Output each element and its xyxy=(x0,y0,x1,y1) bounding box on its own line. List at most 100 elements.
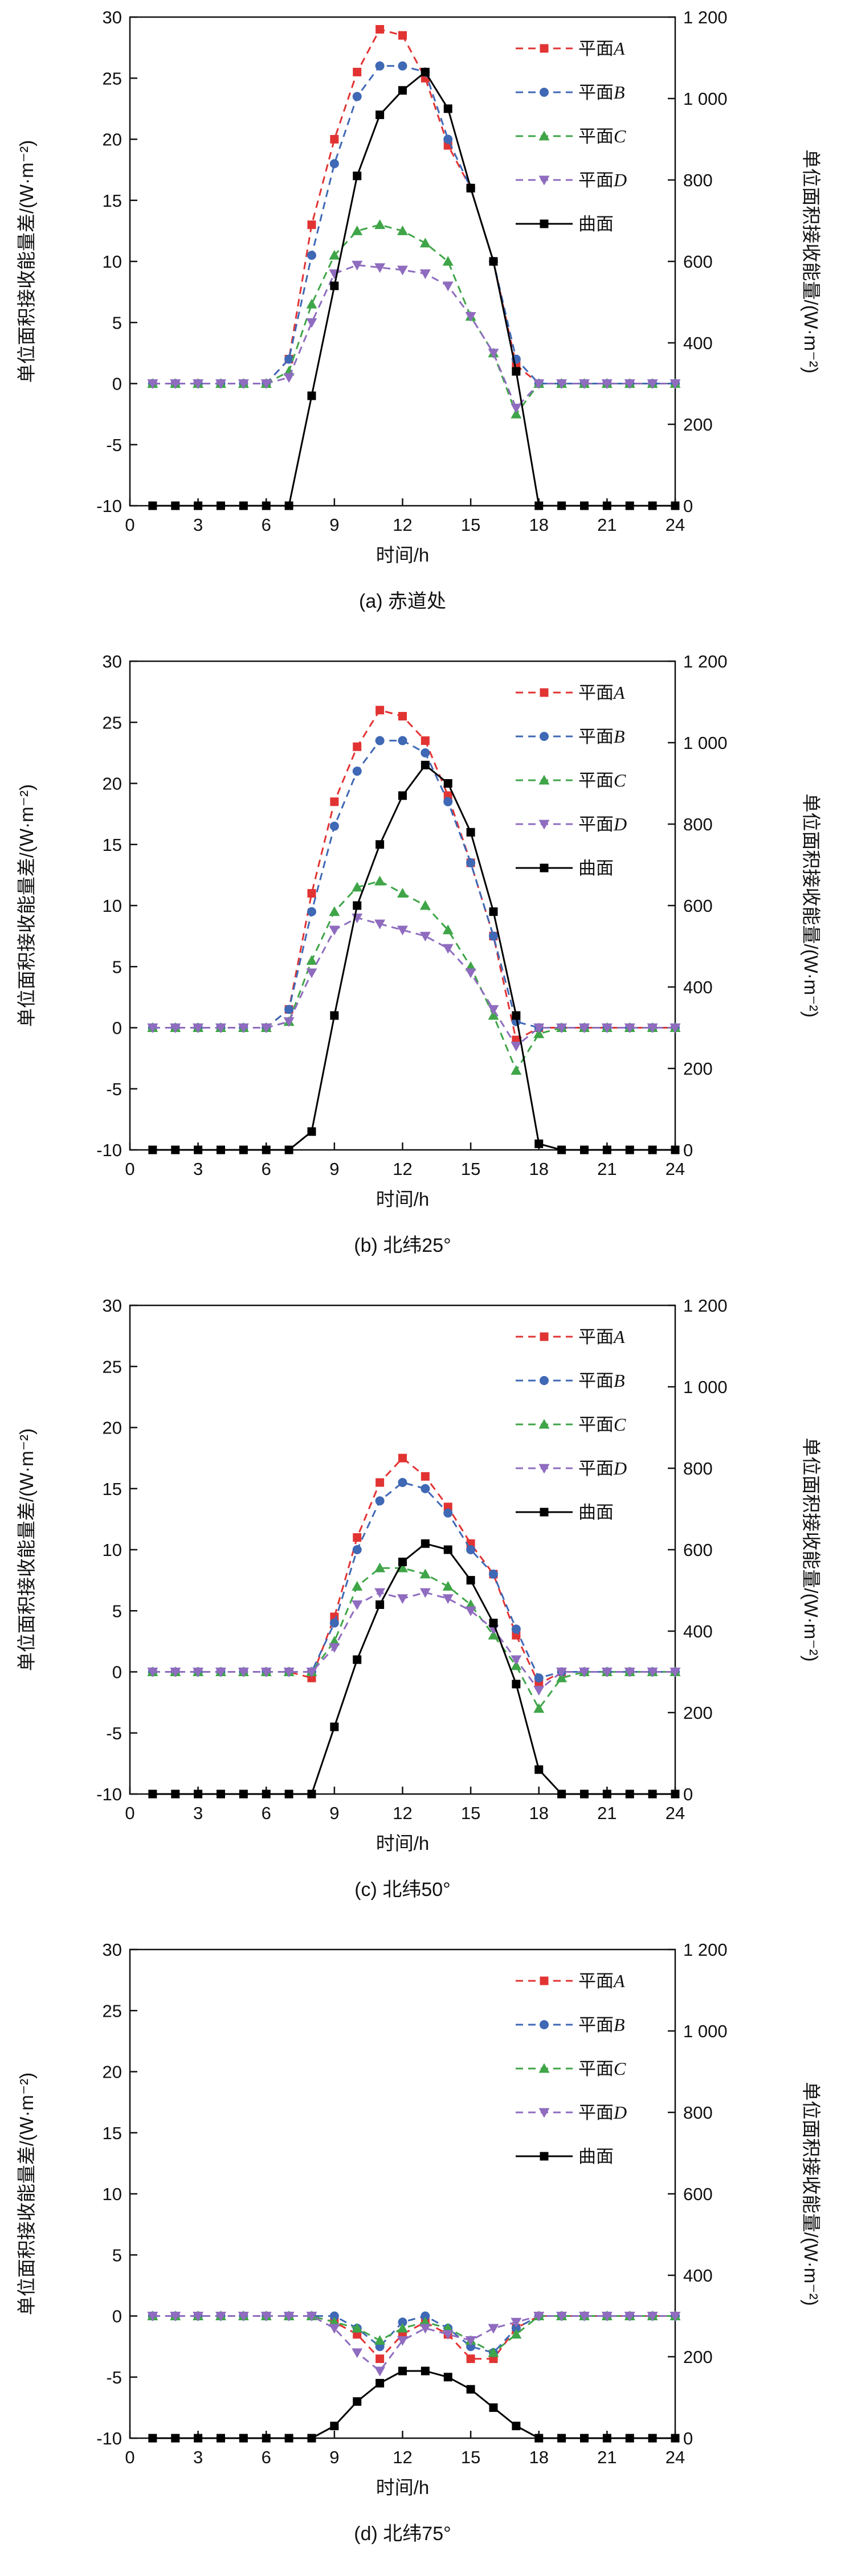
marker-square xyxy=(330,1011,339,1020)
x-axis-title: 时间/h xyxy=(376,544,430,566)
marker-triangle-up xyxy=(419,900,431,910)
marker-circle xyxy=(398,1478,407,1488)
marker-triangle-down xyxy=(538,820,550,830)
marker-triangle-up xyxy=(511,2329,522,2339)
x-tick-label: 9 xyxy=(329,1159,339,1179)
marker-circle xyxy=(540,732,549,741)
marker-triangle-up xyxy=(511,1065,522,1075)
marker-triangle-down xyxy=(419,269,431,279)
left-tick-label: 10 xyxy=(103,1540,122,1560)
series-C-line xyxy=(152,1567,675,1710)
marker-square xyxy=(557,1789,566,1799)
y-axis-right: 0 200 400 600 800 1 000 1 200 xyxy=(668,1296,728,1804)
series-C xyxy=(147,219,681,419)
x-tick-label: 0 xyxy=(125,2447,134,2467)
marker-square xyxy=(307,1789,316,1799)
marker-triangle-up xyxy=(442,1580,454,1591)
marker-square xyxy=(307,889,316,898)
marker-square xyxy=(648,2434,657,2443)
marker-square xyxy=(512,1680,521,1689)
marker-triangle-up xyxy=(538,2063,550,2073)
marker-square xyxy=(217,1789,225,1799)
marker-triangle-down xyxy=(374,1588,386,1598)
marker-circle xyxy=(398,736,407,746)
marker-triangle-down xyxy=(283,373,295,383)
marker-triangle-down xyxy=(579,1023,590,1033)
marker-square xyxy=(489,2403,498,2412)
marker-triangle-down xyxy=(624,1668,635,1677)
left-tick-label: -10 xyxy=(96,2428,122,2448)
x-tick-label: 6 xyxy=(262,1159,271,1179)
marker-triangle-down xyxy=(215,2312,226,2321)
marker-square xyxy=(466,183,475,193)
left-axis-title: 单位面积接收能量差/(W·m⁻²) xyxy=(16,784,37,1027)
marker-triangle-down xyxy=(329,925,340,936)
marker-square xyxy=(534,2434,544,2443)
legend-entry-B: 平面B xyxy=(516,1370,625,1391)
marker-square xyxy=(671,1145,680,1154)
marker-circle xyxy=(329,2311,339,2321)
marker-circle xyxy=(398,2317,407,2327)
legend-label: 平面C xyxy=(578,2058,626,2079)
marker-triangle-down xyxy=(238,1023,249,1033)
marker-square xyxy=(194,501,203,510)
x-tick-label: 3 xyxy=(193,2447,203,2467)
marker-triangle-up xyxy=(488,2347,499,2357)
x-tick-label: 3 xyxy=(193,1159,203,1179)
marker-triangle-down xyxy=(260,379,272,389)
marker-triangle-down xyxy=(624,379,635,389)
marker-triangle-down xyxy=(374,263,386,273)
marker-triangle-down xyxy=(238,1668,249,1677)
marker-triangle-down xyxy=(374,919,386,929)
marker-square xyxy=(375,2378,385,2387)
marker-square xyxy=(239,2434,248,2443)
caption-b: (b) 北纬25° xyxy=(354,1235,451,1256)
marker-triangle-up xyxy=(538,775,550,785)
legend: 平面A 平面B 平面C 平面D 曲面 xyxy=(516,1326,627,1522)
legend-entry-S: 曲面 xyxy=(516,214,614,234)
caption-a: (a) 赤道处 xyxy=(359,591,446,612)
legend-label: 平面D xyxy=(578,2102,627,2123)
marker-triangle-down xyxy=(669,2312,681,2321)
marker-triangle-down xyxy=(260,2312,272,2321)
marker-square xyxy=(194,1145,203,1154)
left-tick-label: 30 xyxy=(103,1940,122,1960)
marker-square xyxy=(540,2152,549,2161)
marker-triangle-down xyxy=(511,403,522,413)
marker-square xyxy=(284,2434,293,2443)
left-tick-label: -10 xyxy=(96,496,122,516)
marker-triangle-down xyxy=(647,2312,658,2321)
legend-entry-D: 平面D xyxy=(516,814,627,834)
marker-circle xyxy=(307,907,316,916)
marker-square xyxy=(602,1789,611,1799)
x-tick-label: 12 xyxy=(393,515,412,535)
marker-triangle-up xyxy=(352,882,363,892)
marker-triangle-down xyxy=(374,2366,386,2377)
marker-triangle-down xyxy=(601,2312,613,2321)
legend-label: 平面A xyxy=(578,1971,625,1991)
marker-square xyxy=(625,501,634,510)
marker-triangle-down xyxy=(556,2312,568,2321)
marker-square xyxy=(194,2434,203,2443)
marker-square xyxy=(671,2434,680,2443)
left-tick-label: 25 xyxy=(103,2001,122,2021)
marker-square xyxy=(353,68,362,77)
marker-square xyxy=(580,1789,589,1799)
marker-circle xyxy=(329,821,339,831)
x-tick-label: 9 xyxy=(329,2447,339,2467)
marker-circle xyxy=(420,1484,430,1493)
marker-triangle-up xyxy=(374,2335,386,2345)
marker-triangle-down xyxy=(215,1023,226,1033)
marker-square xyxy=(398,1453,407,1463)
y-axis-left: -10 -5 0 5 10 15 20 25 30 xyxy=(96,1940,137,2448)
marker-square xyxy=(284,501,293,510)
marker-triangle-up xyxy=(397,1562,408,1572)
marker-triangle-down xyxy=(579,1668,590,1677)
marker-circle xyxy=(375,1496,385,1506)
marker-square xyxy=(420,760,430,769)
series-S xyxy=(148,760,680,1154)
marker-square xyxy=(466,828,475,837)
chart-canvas-c: 0 3 6 9 12 15 18 21 24 -10 -5 0 5 10 15 20 25 30 0 200 400 60… xyxy=(16,1296,822,1854)
legend-label: 曲面 xyxy=(578,858,614,878)
